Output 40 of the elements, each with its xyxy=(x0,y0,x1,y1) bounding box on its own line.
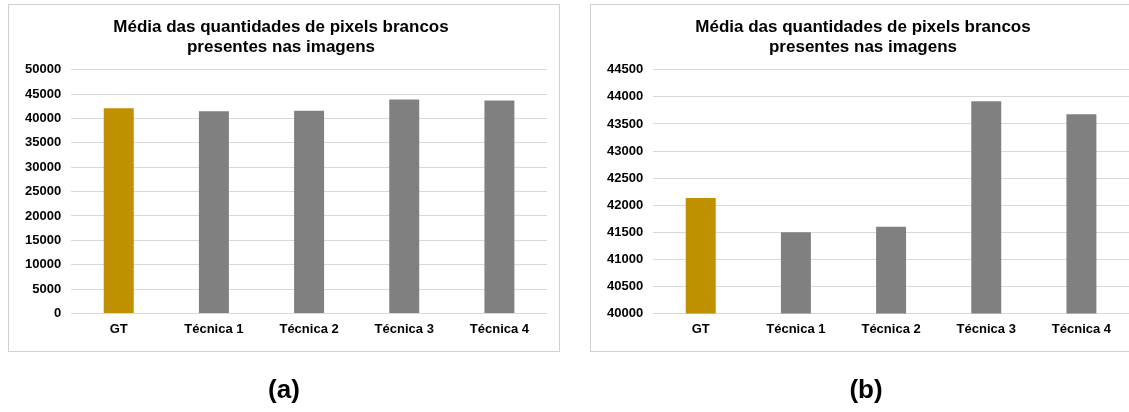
y-tick-label: 41000 xyxy=(606,250,644,266)
y-tick-label: 15000 xyxy=(24,231,62,247)
x-tick-label: Técnica 3 xyxy=(374,320,434,336)
y-tick-label: 44000 xyxy=(606,88,644,104)
x-tick-label: Técnica 2 xyxy=(861,320,921,336)
x-tick-label: GT xyxy=(109,320,128,336)
x-tick-label: Técnica 1 xyxy=(184,320,244,336)
y-tick-label: 43000 xyxy=(606,142,644,158)
y-tick-label: 45000 xyxy=(24,85,62,101)
y-tick-label: 30000 xyxy=(24,158,62,174)
y-tick-label: 40000 xyxy=(24,110,62,126)
bar xyxy=(198,111,229,313)
x-tick-label: Técnica 2 xyxy=(279,320,339,336)
y-tick-label: 44500 xyxy=(606,61,644,77)
y-tick-label: 40000 xyxy=(606,304,644,320)
y-tick-label: 25000 xyxy=(24,183,62,199)
y-tick-label: 35000 xyxy=(24,134,62,150)
chart-title: Média das quantidades de pixels brancos presentes nas imagens xyxy=(113,16,449,57)
bar xyxy=(294,110,325,313)
y-tick-label: 41500 xyxy=(606,223,644,239)
y-tick-label: 20000 xyxy=(24,207,62,223)
bar xyxy=(389,99,420,313)
bar xyxy=(484,100,515,313)
text: (b) xyxy=(848,374,884,405)
bar xyxy=(103,108,134,313)
y-tick-label: 5000 xyxy=(32,280,62,296)
x-tick-label: Técnica 4 xyxy=(469,320,530,336)
y-tick-label: 42000 xyxy=(606,196,644,212)
y-tick-label: 50000 xyxy=(24,61,62,77)
y-tick-label: 40500 xyxy=(606,277,644,293)
x-tick-label: Técnica 3 xyxy=(956,320,1016,336)
y-tick-label: 42500 xyxy=(606,169,644,185)
y-tick-label: 0 xyxy=(53,304,62,320)
y-tick-label: 43500 xyxy=(606,115,644,131)
chart-title: Média das quantidades de pixels brancos presentes nas imagens xyxy=(695,16,1031,57)
x-tick-label: Técnica 1 xyxy=(766,320,826,336)
x-tick-label: GT xyxy=(691,320,710,336)
text: (a) xyxy=(267,374,301,405)
y-tick-label: 10000 xyxy=(24,256,62,272)
x-tick-label: Técnica 4 xyxy=(1051,320,1112,336)
